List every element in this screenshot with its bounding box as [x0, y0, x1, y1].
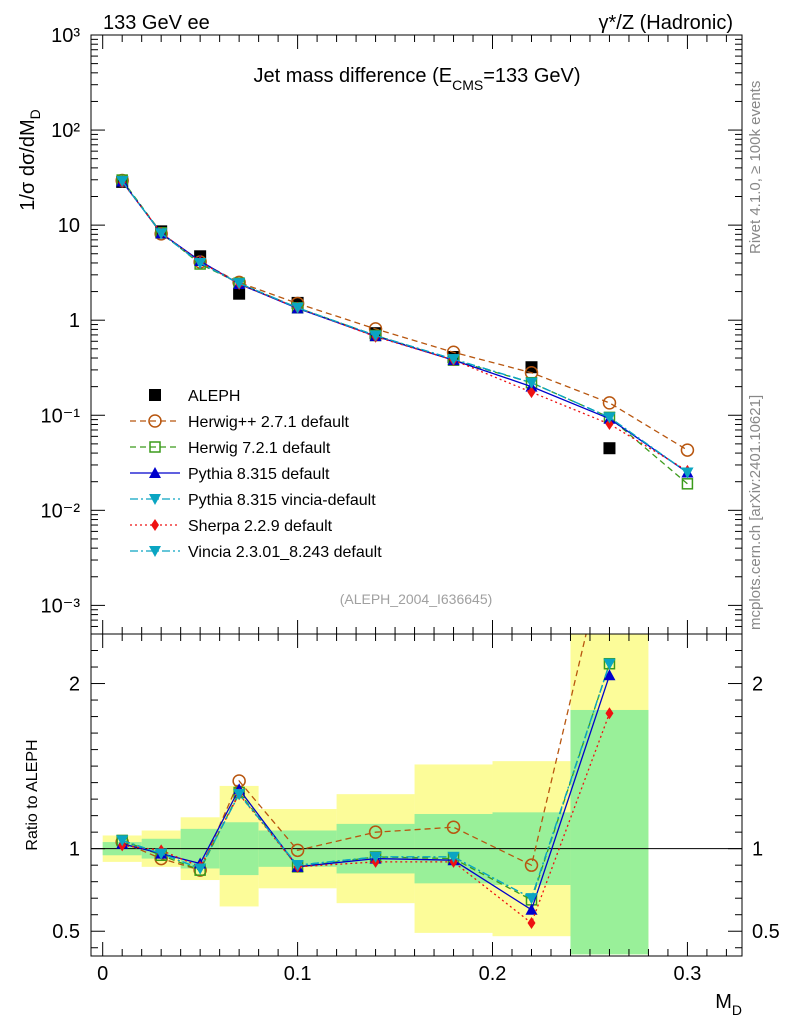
main-point	[680, 443, 695, 457]
main-line-vincia-2-3-01-8-243-default	[121, 180, 688, 474]
legend-marker	[149, 389, 161, 401]
ratio-point	[194, 863, 207, 875]
ratio-y-axis-label: Ratio to ALEPH	[24, 739, 41, 850]
main-panel: 10⁻³ 10⁻² 10⁻¹ 1 10 10² 10³ Jet mass differenc…	[17, 25, 743, 635]
legend-label: Vincia 2.3.01_8.243 default	[188, 544, 382, 561]
mcplots-caption: mcplots.cern.ch [arXiv:2401.10621]	[747, 395, 764, 630]
main-plot-title: Jet mass difference (ECMS=133 GeV)	[253, 65, 580, 93]
legend-item: Herwig 7.2.1 default	[130, 440, 331, 457]
main-series-pythia-8-315-vincia-default	[116, 176, 694, 479]
ratio-point	[233, 789, 246, 801]
legend-label: ALEPH	[188, 388, 240, 405]
legend-marker	[148, 414, 162, 428]
ratio-point	[527, 916, 536, 929]
x-tick-label: 0.2	[479, 963, 507, 985]
main-point	[447, 354, 460, 366]
main-series-sherpa-2-2-9-default	[118, 176, 692, 477]
ratio-point	[605, 707, 614, 720]
legend-label: Sherpa 2.2.9 default	[188, 518, 333, 535]
ratio-point	[525, 903, 538, 915]
ratio-point	[291, 860, 304, 872]
legend-item: Sherpa 2.2.9 default	[130, 518, 333, 535]
ratio-y-tick-label: 1	[69, 839, 80, 861]
main-point	[602, 396, 617, 410]
ratio-point	[603, 669, 616, 681]
main-point	[233, 278, 246, 290]
legend-label: Herwig++ 2.7.1 default	[188, 414, 350, 431]
legend-label: Herwig 7.2.1 default	[188, 440, 331, 457]
ratio-frame	[90, 633, 743, 957]
legend-item: Herwig++ 2.7.1 default	[130, 414, 350, 431]
ratio-y-tick-label-right: 0.5	[752, 921, 780, 943]
x-tick-label: 0	[97, 963, 108, 985]
main-series-pythia-8-315-default	[116, 175, 694, 478]
ratio-point	[369, 851, 382, 863]
ratio-point	[290, 843, 305, 858]
x-tick-label: 0.3	[674, 963, 702, 985]
ratio-point	[116, 835, 129, 847]
rivet-caption: Rivet 4.1.0, ≥ 100k events	[747, 81, 764, 254]
main-point	[291, 302, 304, 314]
header-channel-label: γ*/Z (Hadronic)	[599, 12, 733, 34]
ratio-point	[446, 820, 461, 834]
ratio-y-tick-label-right: 2	[752, 674, 763, 696]
y-tick-label: 10⁻¹	[41, 405, 81, 427]
ratio-y-tick-label: 2	[69, 674, 80, 696]
legend-marker	[149, 546, 161, 557]
main-point	[155, 228, 168, 240]
main-point	[369, 330, 382, 342]
ratio-series-vincia-2-3-01-8-243-default	[116, 658, 616, 905]
ratio-line-herwig-2-7-1-default	[121, 634, 587, 871]
y-tick-label: 1	[69, 310, 80, 332]
ratio-point	[603, 529, 615, 541]
main-line-herwig-2-7-1-default	[121, 180, 688, 451]
main-point	[603, 442, 616, 455]
main-y-axis-label: 1/σ dσ/dMD	[17, 109, 43, 211]
main-point	[605, 417, 614, 430]
main-series-vincia-2-3-01-8-243-default	[116, 176, 694, 479]
ratio-point	[524, 858, 539, 872]
ratio-point	[155, 848, 168, 860]
stat-uncertainty-band	[570, 709, 649, 955]
main-point	[233, 287, 246, 300]
legend-label: Pythia 8.315 vincia-default	[188, 492, 376, 509]
y-tick-label: 10²	[51, 120, 80, 142]
main-point	[525, 377, 538, 389]
main-point	[681, 478, 694, 490]
main-point	[681, 467, 694, 479]
legend-marker	[149, 467, 161, 478]
ratio-y-tick-label: 0.5	[52, 921, 80, 943]
main-series-aleph	[116, 175, 616, 455]
header-process-label: 133 GeV ee	[103, 12, 210, 34]
ratio-panel: 0 0.1 0.2 0.3 0.5 0.5 1 1 2 2 Ratio to ALEPH MD	[24, 529, 780, 1018]
x-tick-label: 0.1	[284, 963, 312, 985]
legend: ALEPH Herwig++ 2.7.1 default Herwig 7.2.1 …	[130, 388, 382, 561]
legend-marker	[149, 494, 161, 505]
y-tick-label: 10⁻²	[41, 500, 81, 522]
legend-item: Pythia 8.315 default	[130, 466, 330, 483]
main-point	[527, 386, 536, 399]
ratio-point	[447, 851, 460, 863]
main-point	[116, 176, 129, 188]
main-line-sherpa-2-2-9-default	[121, 181, 688, 472]
ratio-point	[603, 658, 616, 670]
ratio-y-tick-label-right: 1	[752, 839, 763, 861]
legend-marker	[151, 519, 159, 531]
main-point	[194, 257, 207, 269]
y-tick-label: 10³	[51, 25, 80, 47]
y-tick-label: 10	[58, 215, 80, 237]
legend-label: Pythia 8.315 default	[188, 466, 330, 483]
main-point	[603, 412, 616, 424]
analysis-tag: (ALEPH_2004_I636645)	[340, 591, 493, 607]
legend-marker	[149, 441, 161, 453]
x-axis-label: MD	[715, 991, 742, 1018]
main-line-herwig-7-2-1-default	[121, 179, 688, 485]
legend-item: Pythia 8.315 vincia-default	[130, 492, 376, 509]
ratio-point	[368, 825, 383, 839]
y-tick-label: 10⁻³	[41, 595, 81, 617]
legend-item: Vincia 2.3.01_8.243 default	[130, 544, 382, 561]
legend-item: ALEPH	[149, 388, 240, 405]
ratio-point	[525, 893, 538, 905]
